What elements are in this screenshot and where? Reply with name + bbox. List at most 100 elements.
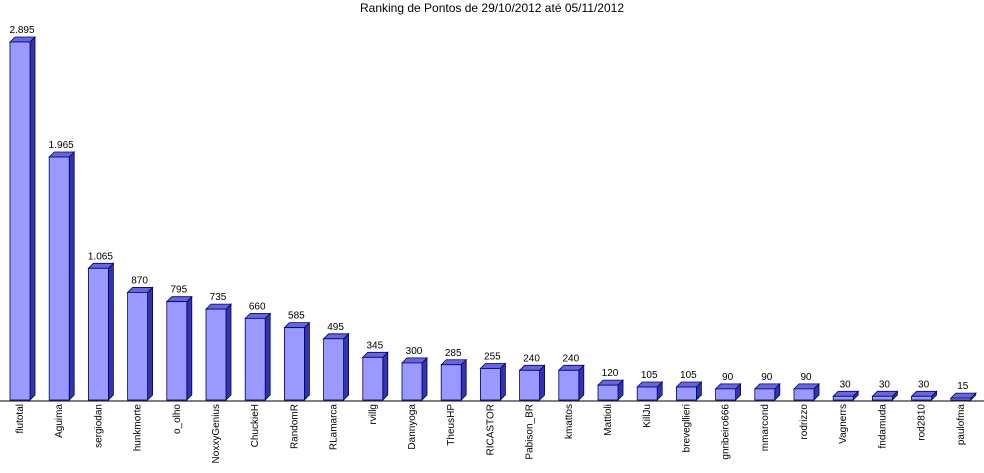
value-label: 300 <box>406 346 423 357</box>
bar <box>479 368 501 401</box>
bar-top <box>205 303 232 310</box>
x-tick-label: Aguima <box>54 404 65 438</box>
bar-top <box>636 381 664 388</box>
value-label: 30 <box>879 379 891 390</box>
value-label: 1.965 <box>49 140 74 151</box>
x-tick-label: Mattioli <box>603 404 614 436</box>
x-tick-label: Vagnerrs <box>838 404 849 444</box>
value-label: 105 <box>641 370 658 381</box>
bar-side <box>186 295 193 401</box>
bar-top <box>48 151 76 158</box>
bar <box>636 386 658 401</box>
bar-top <box>87 262 115 269</box>
bar <box>283 327 305 401</box>
value-label: 1.065 <box>88 251 113 262</box>
value-label: 90 <box>800 372 812 383</box>
x-tick-label: rvillg <box>368 404 379 425</box>
bar-top <box>440 359 468 366</box>
bar <box>872 395 893 401</box>
bar <box>911 395 932 401</box>
bar-side <box>382 351 389 401</box>
bar-side <box>578 364 585 401</box>
bar-side <box>264 312 271 401</box>
bar <box>950 397 972 401</box>
bar-top <box>518 364 546 371</box>
bar <box>440 364 462 401</box>
bar-top <box>322 333 350 340</box>
bar <box>676 386 697 401</box>
x-tick-label: ChuckieH <box>250 404 261 447</box>
value-label: 120 <box>602 368 619 379</box>
bar-top <box>714 383 742 390</box>
x-tick-label: RLamarca <box>329 404 340 451</box>
value-label: 2.895 <box>9 25 34 36</box>
value-label: 255 <box>484 351 501 362</box>
value-label: 585 <box>288 311 305 322</box>
bar-top <box>597 379 624 386</box>
bar-side <box>225 303 232 401</box>
bar <box>754 388 776 401</box>
value-label: 240 <box>562 353 579 364</box>
bar <box>127 292 148 401</box>
x-tick-label: sergiodan <box>93 404 104 448</box>
bar-side <box>147 286 154 401</box>
value-label: 660 <box>249 301 266 312</box>
x-tick-label: Dannyoga <box>407 404 418 450</box>
value-label: 90 <box>761 372 773 383</box>
value-label: 735 <box>210 292 227 303</box>
x-tick-label: o_olho <box>172 404 183 434</box>
bar-top <box>675 381 703 388</box>
bar-side <box>460 358 467 401</box>
value-label: 345 <box>366 340 383 351</box>
bar <box>9 41 31 401</box>
x-tick-label: rodrizzo <box>799 404 810 440</box>
x-tick-label: fndamuda <box>877 404 888 449</box>
bar-top <box>793 383 820 390</box>
value-label: 105 <box>680 370 697 381</box>
x-tick-label: NoxxyGenius <box>211 404 222 463</box>
x-tick-label: brevegllieri <box>681 404 692 452</box>
bar <box>244 317 266 401</box>
bar-side <box>108 262 114 401</box>
bar-top <box>9 36 36 43</box>
bar-top <box>753 383 781 390</box>
bar <box>597 384 619 401</box>
bar <box>48 156 70 401</box>
x-tick-label: RandomR <box>289 404 300 449</box>
value-label: 240 <box>523 353 540 364</box>
bar <box>832 395 854 401</box>
x-tick-label: kmattos <box>564 404 575 439</box>
x-tick-label: KillJu <box>642 404 653 428</box>
x-tick-label: hunkmorte <box>133 404 144 452</box>
bar-top <box>949 392 977 399</box>
bar <box>558 369 580 401</box>
bar-top <box>126 287 154 293</box>
value-label: 15 <box>957 381 969 392</box>
bar-side <box>421 356 428 401</box>
bar-top <box>871 390 899 397</box>
bar-side <box>499 362 506 401</box>
value-label: 285 <box>445 348 462 359</box>
bar-side <box>539 364 545 401</box>
bar-top <box>165 296 193 303</box>
bar-top <box>283 322 311 329</box>
bar <box>401 362 423 401</box>
bar-side <box>303 321 310 401</box>
value-label: 90 <box>722 372 734 383</box>
x-tick-label: paulofma <box>956 404 967 446</box>
bar-side <box>29 36 36 401</box>
bar <box>362 356 384 401</box>
x-tick-label: RICASTOR <box>485 404 496 456</box>
x-tick-label: rod2810 <box>917 404 928 441</box>
value-label: 795 <box>170 285 187 296</box>
x-tick-label: TheusHP <box>446 404 457 446</box>
x-tick-label: Pabison_BR <box>525 404 536 460</box>
value-label: 30 <box>840 379 852 390</box>
bar-top <box>401 357 428 364</box>
bar-top <box>832 390 860 397</box>
bar <box>166 301 188 401</box>
x-tick-label: flutotal <box>15 404 26 433</box>
bar-top <box>557 364 585 371</box>
value-label: 870 <box>131 275 148 286</box>
